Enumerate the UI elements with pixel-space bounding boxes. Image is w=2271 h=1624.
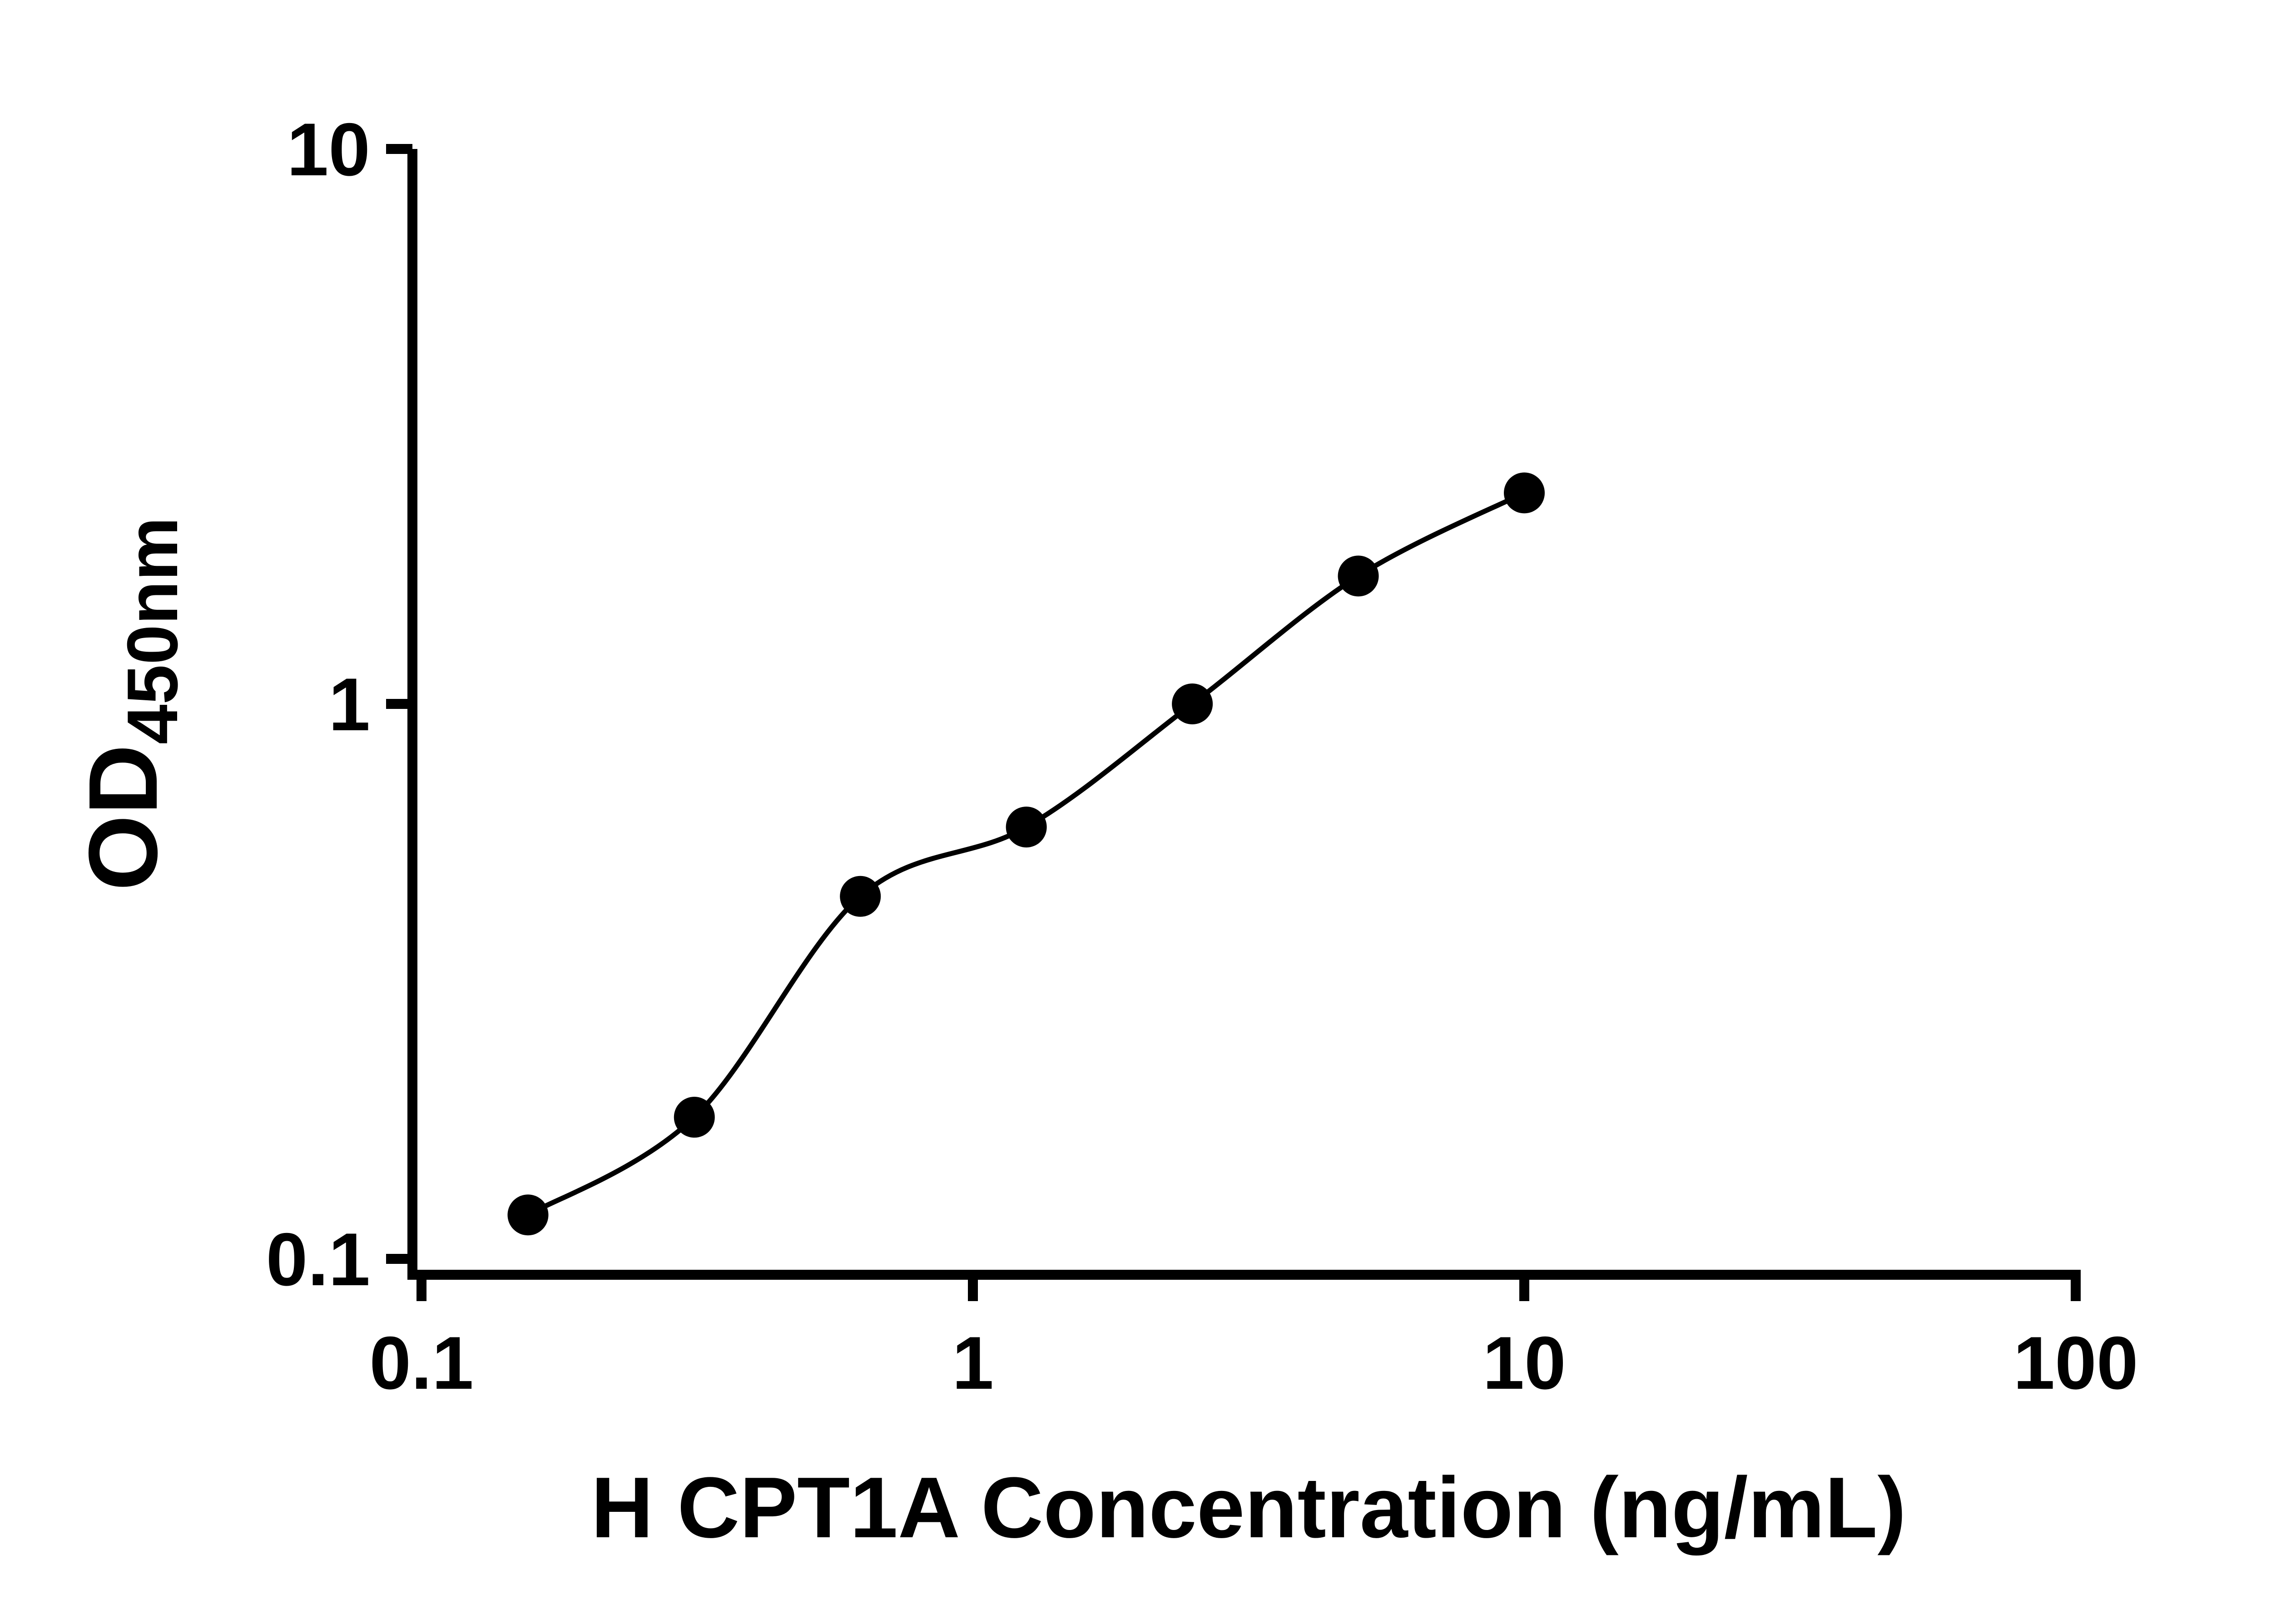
x-tick-label: 1 <box>952 1321 994 1405</box>
y-axis-title: OD450nm <box>68 517 193 891</box>
y-tick-label: 1 <box>328 663 370 746</box>
x-tick-label: 0.1 <box>369 1321 473 1405</box>
data-point <box>674 1097 715 1138</box>
data-point <box>1006 807 1047 848</box>
data-point <box>840 876 881 917</box>
y-axis-title-sub: 450nm <box>113 517 193 744</box>
data-point <box>1504 472 1545 514</box>
x-tick-label: 100 <box>2013 1321 2138 1405</box>
y-tick-label: 0.1 <box>266 1218 370 1301</box>
x-axis-title: H CPT1A Concentration (ng/mL) <box>591 1460 1906 1556</box>
axes-layer: 0.1 1 10 100 0.1 1 10 <box>266 108 2138 1405</box>
data-point <box>507 1194 549 1236</box>
x-tick-label: 10 <box>1483 1321 1566 1405</box>
series-layer <box>507 472 1545 1236</box>
data-point <box>1338 555 1379 597</box>
y-axis-title-main: OD <box>68 744 178 891</box>
data-point <box>1172 683 1213 724</box>
y-tick-label: 10 <box>287 108 370 191</box>
